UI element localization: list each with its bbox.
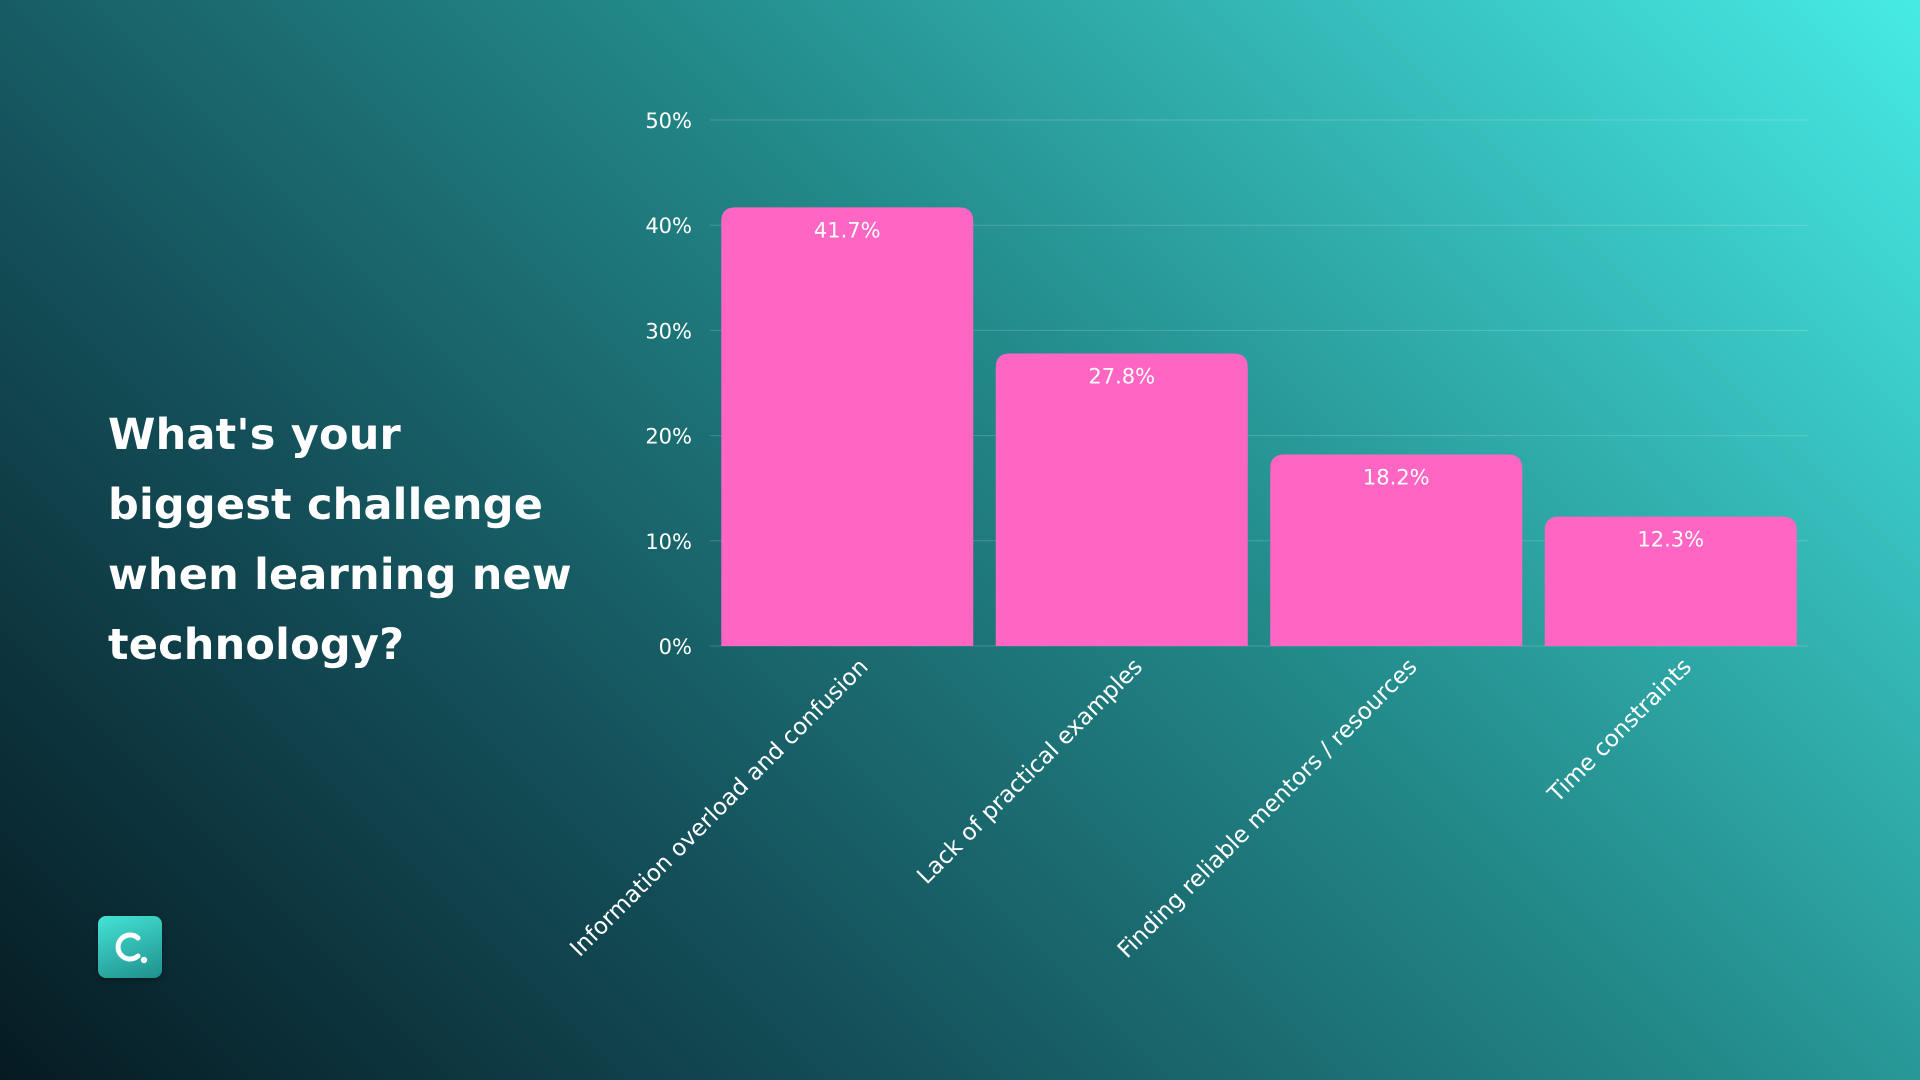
- bar: [995, 353, 1248, 646]
- x-category-label: Finding reliable mentors / resources: [1113, 654, 1423, 964]
- x-category-label: Lack of practical examples: [912, 654, 1148, 890]
- question-title: What's your biggest challenge when learn…: [108, 410, 572, 670]
- x-category-label: Time constraints: [1543, 654, 1697, 808]
- bar-value-label: 18.2%: [1363, 466, 1430, 490]
- bar: [1544, 516, 1797, 646]
- y-tick-label: 0%: [659, 635, 692, 659]
- bar-value-label: 41.7%: [814, 218, 881, 242]
- y-tick-label: 40%: [645, 214, 692, 238]
- brand-c-logo-icon: [98, 916, 162, 978]
- x-category-label: Information overload and confusion: [565, 654, 873, 962]
- bar: [1270, 454, 1523, 646]
- y-tick-label: 30%: [645, 319, 692, 343]
- bar-value-label: 12.3%: [1637, 528, 1704, 552]
- y-tick-label: 10%: [645, 530, 692, 554]
- y-tick-label: 50%: [645, 109, 692, 133]
- bar-value-label: 27.8%: [1088, 365, 1155, 389]
- y-tick-label: 20%: [645, 425, 692, 449]
- bar: [721, 207, 974, 647]
